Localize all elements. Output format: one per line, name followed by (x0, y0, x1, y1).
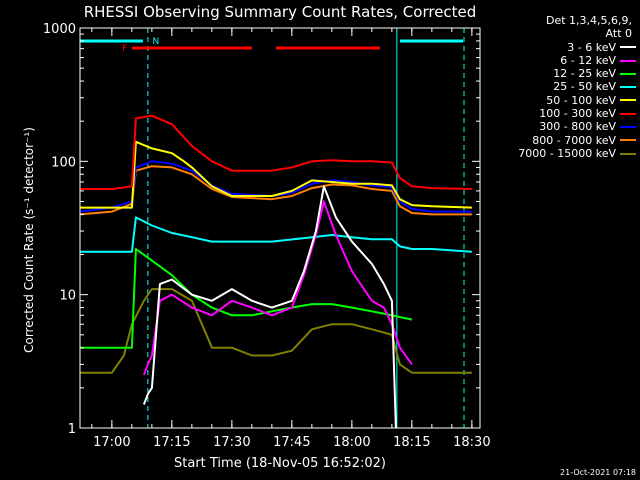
legend-item: 12 - 25 keV (484, 67, 636, 80)
x-axis-label: Start Time (18-Nov-05 16:52:02) (174, 456, 386, 471)
flag-bars: NF (79, 28, 465, 428)
legend-swatch (620, 152, 636, 155)
legend-label: 3 - 6 keV (567, 40, 616, 54)
night-flag-label: N (152, 37, 159, 47)
legend-item: 300 - 800 keV (484, 120, 636, 133)
legend-swatch (620, 46, 636, 49)
legend-item: 100 - 300 keV (484, 107, 636, 120)
legend-label: 25 - 50 keV (553, 80, 616, 94)
y-axis-label: Corrected Count Rate (s⁻¹ detector⁻¹) (22, 127, 36, 353)
x-tick-label: 18:00 (333, 435, 370, 450)
legend-item: 50 - 100 keV (484, 94, 636, 107)
series-line-12-25-kev (79, 248, 413, 349)
timestamp: 21-Oct-2021 07:18 (560, 468, 636, 477)
legend-item: 7000 - 15000 keV (484, 147, 636, 160)
legend-label: 800 - 7000 keV (532, 133, 616, 147)
series-line-100-300-kev (79, 114, 472, 190)
series-line-50-100-kev (79, 140, 472, 209)
series-line-25-50-kev (79, 216, 472, 253)
y-tick-label: 100 (51, 155, 76, 170)
legend: Det 1,3,4,5,6,9, Att 0 3 - 6 keV 6 - 12 k… (484, 14, 636, 160)
y-tick-label: 1 (68, 422, 76, 437)
series-line-6-12-kev (142, 200, 413, 376)
legend-item: 6 - 12 keV (484, 54, 636, 67)
chart-title: RHESSI Observing Summary Count Rates, Co… (84, 3, 477, 21)
legend-header-2: Att 0 (605, 27, 632, 41)
x-tick-label: 17:15 (153, 435, 190, 450)
legend-swatch (620, 86, 636, 89)
y-tick-label: 10 (59, 289, 76, 304)
legend-entries: 3 - 6 keV 6 - 12 keV 12 - 25 keV 25 - 50 ke… (484, 41, 636, 161)
legend-swatch (620, 72, 636, 75)
legend-swatch (620, 139, 636, 142)
legend-swatch (620, 59, 636, 62)
legend-item: 800 - 7000 keV (484, 134, 636, 147)
legend-item: 25 - 50 keV (484, 80, 636, 93)
legend-label: 50 - 100 keV (546, 93, 616, 107)
plot-area (80, 28, 480, 428)
x-tick-label: 18:15 (393, 435, 430, 450)
legend-swatch (620, 112, 636, 115)
y-tick-label: 1000 (43, 22, 76, 37)
series-line-800-7000-kev (79, 165, 472, 216)
legend-label: 7000 - 15000 keV (518, 146, 616, 160)
plot-background (80, 28, 480, 428)
legend-swatch (620, 99, 636, 102)
series-line-3-6-kev (142, 185, 397, 429)
legend-header-1: Det 1,3,4,5,6,9, (545, 14, 632, 27)
x-tick-label: 17:30 (213, 435, 250, 450)
legend-label: 300 - 800 keV (539, 120, 616, 134)
legend-swatch (620, 126, 636, 129)
axes: 1 10 100 1000 17:00 17:15 17:30 17:45 18:00 18:15… (43, 22, 491, 450)
legend-label: 6 - 12 keV (560, 53, 616, 67)
series-layer (79, 114, 472, 429)
x-tick-label: 17:00 (93, 435, 130, 450)
flare-flag-label: F (122, 44, 127, 54)
series-line-7000-15000-kev (79, 288, 472, 374)
x-tick-label: 17:45 (273, 435, 310, 450)
plot-frame (79, 27, 481, 429)
legend-item: 3 - 6 keV (484, 41, 636, 54)
legend-label: 12 - 25 keV (553, 67, 616, 81)
x-tick-label: 18:30 (453, 435, 490, 450)
legend-label: 100 - 300 keV (539, 107, 616, 121)
